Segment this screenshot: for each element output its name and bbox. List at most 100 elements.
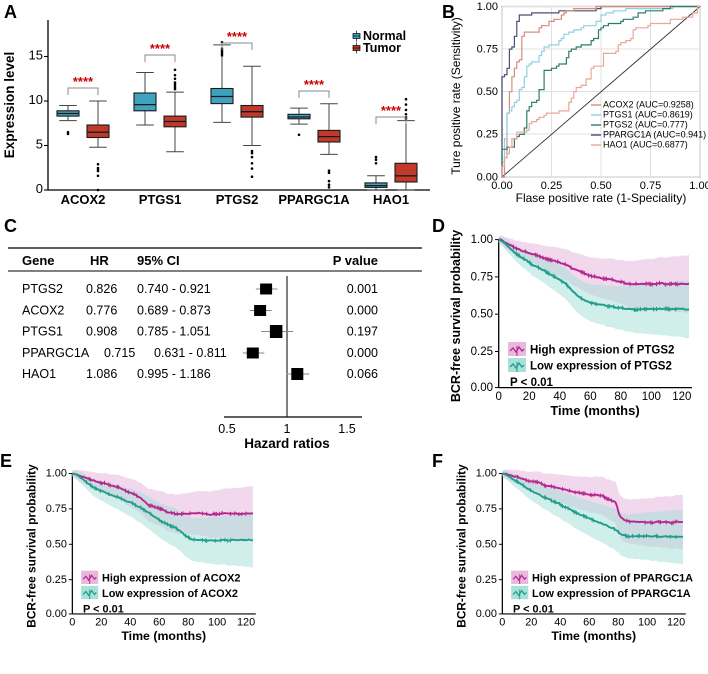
svg-text:40: 40: [553, 391, 566, 403]
svg-text:1.5: 1.5: [338, 422, 355, 436]
svg-text:0.740 - 0.921: 0.740 - 0.921: [137, 282, 211, 296]
svg-text:Gene: Gene: [22, 253, 55, 268]
svg-text:0.5: 0.5: [218, 422, 235, 436]
svg-text:0.715: 0.715: [104, 346, 135, 360]
svg-text:Tumor: Tumor: [363, 41, 401, 55]
svg-text:20: 20: [95, 617, 107, 629]
svg-text:HR: HR: [90, 253, 109, 268]
svg-text:20: 20: [523, 391, 536, 403]
svg-text:80: 80: [612, 617, 624, 629]
svg-text:0.000: 0.000: [347, 346, 378, 360]
svg-text:120: 120: [667, 617, 685, 629]
svg-text:Flase positive rate (1-Special: Flase positive rate (1-Speciality): [516, 191, 687, 205]
svg-text:0.25: 0.25: [477, 129, 498, 141]
svg-text:P < 0.01: P < 0.01: [513, 603, 554, 615]
svg-text:Time (months): Time (months): [121, 629, 206, 643]
svg-text:BCR-free survival probability: BCR-free survival probability: [455, 464, 469, 628]
svg-text:0.826: 0.826: [86, 282, 117, 296]
svg-text:PTGS1: PTGS1: [22, 325, 63, 339]
svg-text:0: 0: [495, 391, 501, 403]
svg-text:40: 40: [124, 617, 136, 629]
svg-text:PTGS2: PTGS2: [216, 192, 259, 207]
svg-text:Time (months): Time (months): [550, 403, 639, 418]
svg-text:1.00: 1.00: [476, 468, 497, 480]
svg-text:0.50: 0.50: [476, 539, 497, 551]
svg-text:0: 0: [69, 617, 75, 629]
svg-text:0.75: 0.75: [471, 271, 493, 283]
svg-text:10: 10: [29, 92, 43, 107]
svg-text:BCR-free survival probability: BCR-free survival probability: [25, 464, 39, 628]
svg-text:1.00: 1.00: [477, 1, 498, 13]
svg-text:0.00: 0.00: [46, 608, 67, 620]
svg-text:100: 100: [638, 617, 656, 629]
svg-text:0.000: 0.000: [347, 304, 378, 318]
svg-text:95% CI: 95% CI: [137, 253, 180, 268]
svg-text:Hazard ratios: Hazard ratios: [244, 436, 330, 451]
svg-text:80: 80: [614, 391, 627, 403]
svg-text:0.776: 0.776: [86, 304, 117, 318]
svg-text:0.689 - 0.873: 0.689 - 0.873: [137, 304, 211, 318]
svg-text:PTGS1: PTGS1: [139, 192, 182, 207]
svg-text:Ture positive rate (Sensitivit: Ture positive rate (Sensitivity): [449, 17, 463, 175]
svg-text:60: 60: [584, 391, 597, 403]
svg-text:0.908: 0.908: [86, 325, 117, 339]
svg-text:1.00: 1.00: [689, 180, 708, 192]
svg-text:100: 100: [642, 391, 661, 403]
svg-text:****: ****: [150, 41, 171, 56]
svg-text:0.50: 0.50: [46, 539, 67, 551]
svg-text:120: 120: [237, 617, 255, 629]
svg-text:Low expression of PTGS2: Low expression of PTGS2: [530, 361, 672, 373]
svg-text:High expression of ACOX2: High expression of ACOX2: [102, 573, 240, 585]
svg-text:High expression of PTGS2: High expression of PTGS2: [530, 345, 674, 357]
svg-text:PTGS2 (AUC=0.777): PTGS2 (AUC=0.777): [603, 120, 688, 130]
svg-text:PPARGC1A: PPARGC1A: [22, 346, 90, 360]
svg-text:0: 0: [499, 617, 505, 629]
svg-text:Low expression of PPARGC1A: Low expression of PPARGC1A: [532, 588, 691, 600]
svg-text:40: 40: [554, 617, 566, 629]
svg-text:ACOX2 (AUC=0.9258): ACOX2 (AUC=0.9258): [603, 100, 694, 110]
svg-text:100: 100: [208, 617, 226, 629]
svg-text:0.25: 0.25: [476, 574, 497, 586]
svg-text:0.00: 0.00: [476, 608, 497, 620]
svg-text:HAO1 (AUC=0.6877): HAO1 (AUC=0.6877): [603, 140, 688, 150]
svg-text:0.50: 0.50: [471, 309, 493, 321]
svg-text:BCR-free survival probability: BCR-free survival probability: [449, 230, 463, 402]
svg-text:P < 0.01: P < 0.01: [510, 377, 554, 389]
svg-text:P value: P value: [333, 253, 378, 268]
svg-text:0.631 - 0.811: 0.631 - 0.811: [154, 346, 227, 360]
svg-text:PTGS1 (AUC=0.8619): PTGS1 (AUC=0.8619): [603, 110, 693, 120]
svg-text:0.25: 0.25: [46, 574, 67, 586]
svg-text:1.086: 1.086: [86, 367, 117, 381]
svg-text:HAO1: HAO1: [373, 192, 409, 207]
svg-text:0.75: 0.75: [476, 503, 497, 515]
svg-text:15: 15: [29, 48, 43, 63]
svg-text:0.00: 0.00: [471, 382, 493, 394]
svg-text:0.066: 0.066: [347, 367, 378, 381]
svg-text:1.00: 1.00: [46, 468, 67, 480]
svg-text:****: ****: [227, 29, 248, 44]
svg-text:Low expression of ACOX2: Low expression of ACOX2: [102, 588, 238, 600]
svg-text:80: 80: [182, 617, 194, 629]
svg-text:60: 60: [153, 617, 165, 629]
svg-text:****: ****: [73, 74, 94, 89]
svg-text:0.75: 0.75: [46, 503, 67, 515]
svg-text:PPARGC1A: PPARGC1A: [278, 192, 350, 207]
svg-text:Time (months): Time (months): [551, 629, 636, 643]
svg-text:0.001: 0.001: [347, 282, 378, 296]
svg-text:0.995 - 1.186: 0.995 - 1.186: [137, 367, 211, 381]
svg-text:120: 120: [672, 391, 691, 403]
svg-text:ACOX2: ACOX2: [22, 304, 64, 318]
svg-text:0.197: 0.197: [347, 325, 378, 339]
svg-text:HAO1: HAO1: [22, 367, 56, 381]
svg-text:0.00: 0.00: [491, 180, 512, 192]
svg-text:0.785 - 1.051: 0.785 - 1.051: [137, 325, 211, 339]
svg-text:1.00: 1.00: [471, 234, 493, 246]
svg-text:20: 20: [525, 617, 537, 629]
svg-text:P < 0.01: P < 0.01: [83, 603, 124, 615]
svg-text:0.75: 0.75: [477, 44, 498, 56]
svg-text:****: ****: [381, 103, 402, 118]
svg-text:5: 5: [36, 137, 43, 152]
svg-text:Expression level: Expression level: [2, 52, 17, 159]
svg-text:0: 0: [36, 181, 43, 196]
svg-text:****: ****: [304, 77, 325, 92]
